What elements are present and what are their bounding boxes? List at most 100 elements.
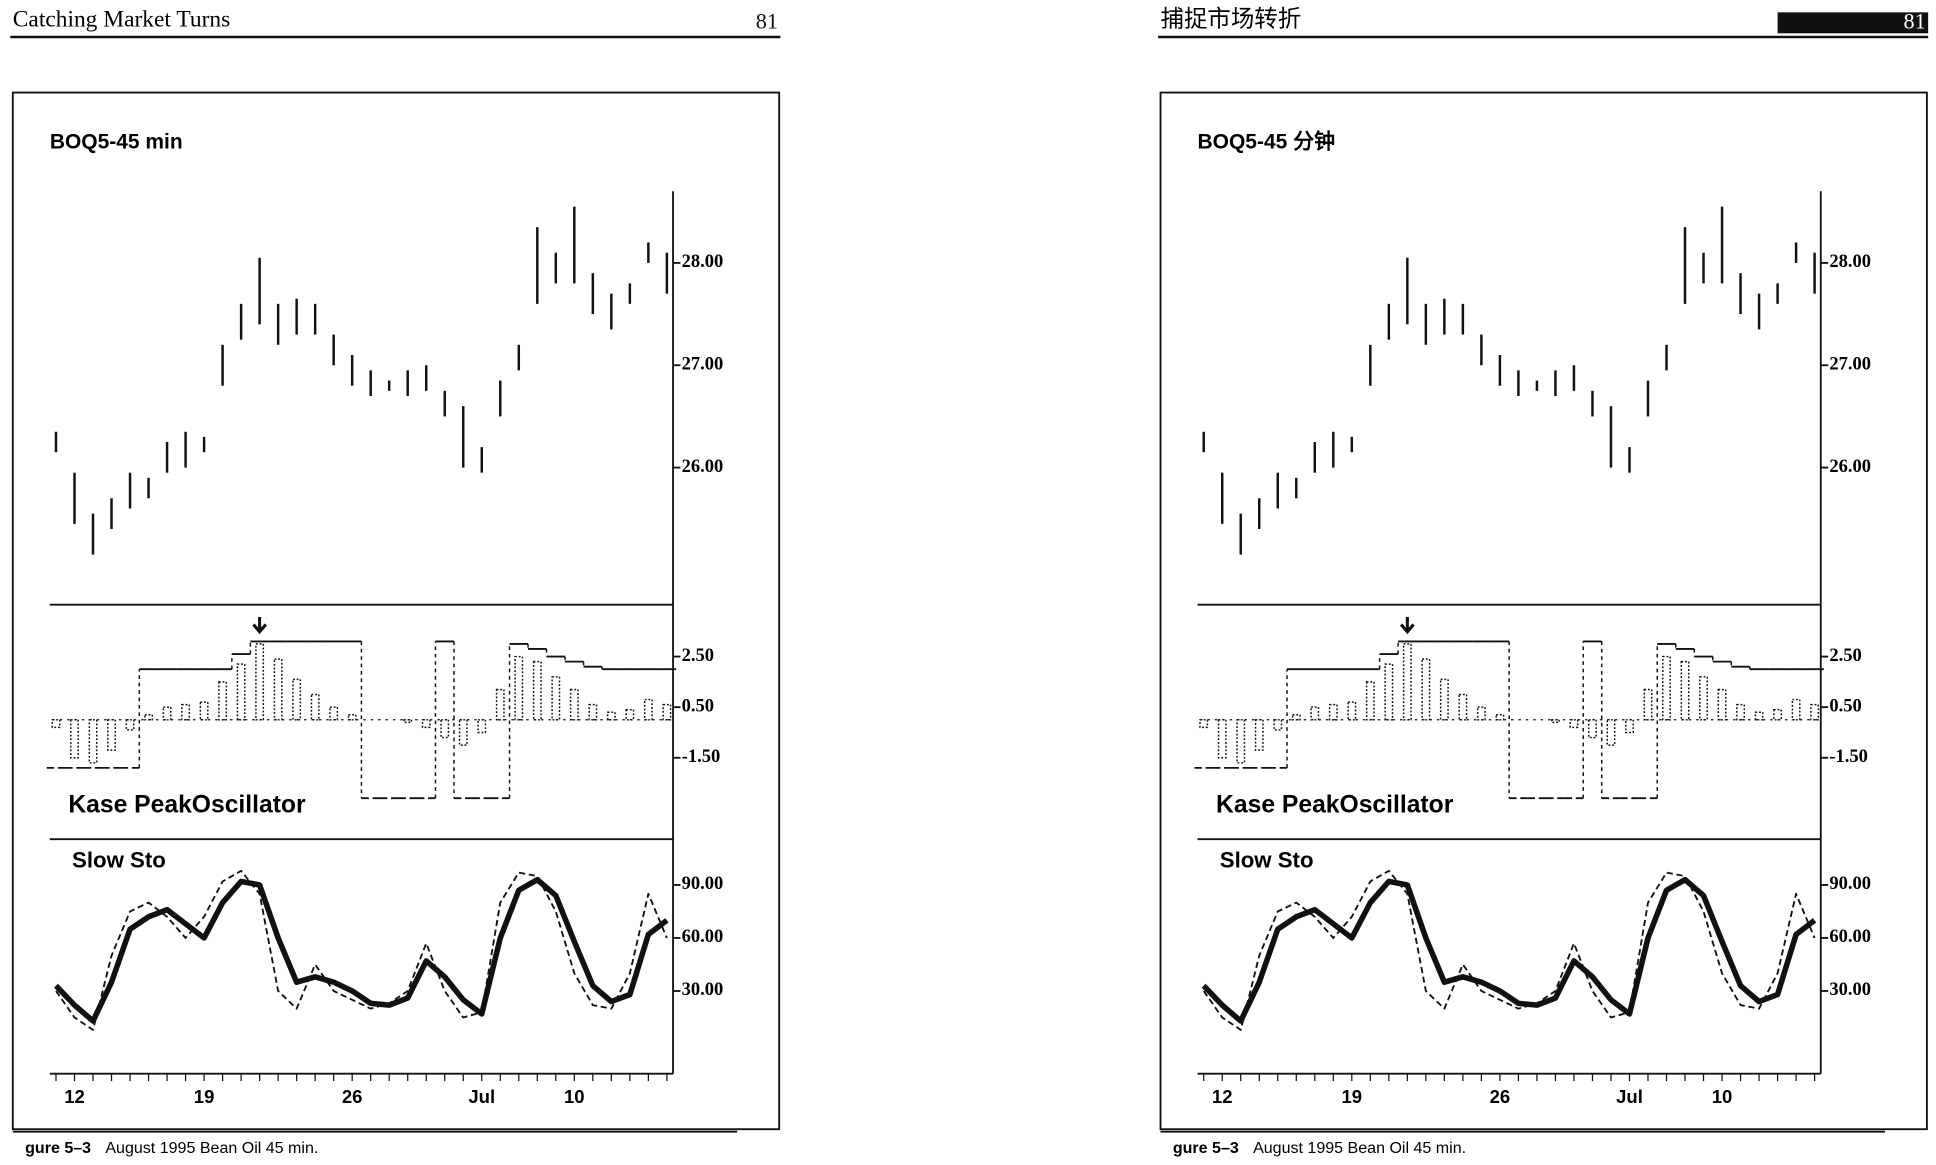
oscillator-bar — [310, 693, 320, 721]
oscillator-bar — [1384, 663, 1394, 721]
x-tick-label: 26 — [342, 1086, 363, 1107]
x-tick-label: 12 — [1212, 1086, 1233, 1107]
oscillator-bar — [162, 706, 172, 721]
x-tick-label: 10 — [1712, 1086, 1733, 1107]
y-tick-label: 2.50 — [1829, 646, 1861, 666]
y-tick-label: 30.00 — [682, 980, 724, 1000]
x-tick-label: 26 — [1490, 1086, 1511, 1107]
oscillator-bar — [1273, 719, 1283, 731]
oscillator-bar — [1439, 678, 1449, 721]
caption-text: August 1995 Bean Oil 45 min. — [1253, 1139, 1466, 1157]
oscillator-bar — [1236, 719, 1246, 764]
oscillator-bar — [477, 719, 487, 734]
oscillator-bar — [440, 719, 450, 739]
figure-frame — [11, 91, 781, 1131]
y-tick-label: 27.00 — [682, 355, 724, 375]
oscillator-bar — [1625, 719, 1634, 734]
oscillator-bar — [1699, 676, 1708, 721]
oscillator-bar — [1328, 703, 1338, 721]
y-tick-label: 60.00 — [682, 927, 724, 947]
oscillator-bar — [421, 719, 431, 729]
running-head: 捕捉市场转折 — [1161, 5, 1302, 32]
oscillator-bar — [1606, 719, 1616, 746]
y-tick-label: -1.50 — [682, 747, 721, 767]
oscillator-bar — [1717, 688, 1727, 721]
oscillator-bar — [292, 678, 302, 721]
oscillator-bar — [625, 708, 635, 721]
x-tick-label: 12 — [64, 1086, 85, 1107]
stochastic-line — [53, 876, 669, 1024]
stochastic-line — [55, 869, 668, 1031]
oscillator-bar — [88, 719, 98, 764]
oscillator-bar — [643, 698, 653, 721]
running-head: Catching Market Turns — [13, 6, 230, 32]
oscillator-bar — [1254, 719, 1264, 751]
x-tick-label: Jul — [1616, 1086, 1643, 1107]
oscillator-bar — [107, 719, 116, 751]
oscillator-bar — [347, 714, 357, 721]
oscillator-bar — [329, 706, 339, 721]
x-tick-label: 19 — [194, 1086, 215, 1107]
caption-label: gure 5–3 — [25, 1139, 91, 1157]
oscillator-bar — [1588, 719, 1597, 739]
oscillator-bar — [1643, 688, 1653, 721]
page: 捕捉市场转折 81 BOQ5-45 分钟 28.00 27.00 26.00 2.50 0.5… — [1158, 5, 1929, 1157]
oscillator-bar — [1199, 719, 1209, 729]
oscillator-bar — [1810, 703, 1820, 721]
y-tick-label: 28.00 — [682, 252, 724, 272]
oscillator-bar — [606, 711, 616, 721]
y-tick-label: 2.50 — [682, 646, 714, 666]
oscillator-bar — [551, 676, 561, 721]
figure-frame — [1159, 91, 1928, 1131]
y-tick-label: 0.50 — [1829, 696, 1861, 716]
oscillator-title: Kase PeakOscillator — [68, 791, 306, 818]
y-tick-label: 26.00 — [682, 457, 724, 477]
oscillator-bar — [588, 703, 598, 721]
stochastic-line — [1202, 869, 1816, 1031]
oscillator-bar — [662, 703, 672, 721]
peak-arrow — [1399, 617, 1415, 635]
stochastic-title: Slow Sto — [72, 847, 166, 872]
oscillator-bar — [273, 658, 283, 721]
y-tick-label: 0.50 — [682, 696, 714, 716]
oscillator-bar — [1402, 643, 1412, 721]
oscillator-bar — [1458, 693, 1468, 721]
x-tick-label: 10 — [564, 1086, 585, 1107]
y-tick-label: 60.00 — [1829, 927, 1871, 947]
x-tick-label: Jul — [468, 1086, 495, 1107]
oscillator-bar — [1291, 714, 1301, 721]
oscillator-bar — [1754, 711, 1764, 721]
oscillator-bar — [458, 719, 468, 746]
oscillator-bar — [1736, 703, 1745, 721]
page-number-box — [1777, 12, 1929, 34]
oscillator-title: Kase PeakOscillator — [1216, 791, 1454, 818]
caption-label: gure 5–3 — [1173, 1139, 1239, 1157]
y-tick-label: 90.00 — [1829, 874, 1871, 894]
oscillator-bar — [495, 688, 505, 721]
y-tick-label: -1.50 — [1829, 747, 1868, 767]
oscillator-bar — [1421, 658, 1431, 721]
oscillator-bar — [51, 719, 61, 729]
oscillator-bar — [1476, 706, 1486, 721]
oscillator-bar — [1791, 698, 1801, 721]
caption-text: August 1995 Bean Oil 45 min. — [105, 1139, 318, 1157]
chart-title: BOQ5-45 分钟 — [1198, 131, 1336, 154]
y-tick-label: 90.00 — [682, 874, 724, 894]
y-tick-label: 26.00 — [1829, 457, 1871, 477]
oscillator-bar — [255, 643, 265, 721]
x-tick-label: 19 — [1342, 1086, 1363, 1107]
oscillator-bar — [1495, 714, 1505, 721]
oscillator-bar — [125, 719, 135, 731]
oscillator-bar — [1347, 701, 1357, 721]
oscillator-bar — [569, 688, 579, 721]
oscillator-bar — [532, 660, 542, 721]
y-tick-label: 30.00 — [1829, 980, 1871, 1000]
oscillator-bar — [218, 681, 228, 721]
oscillator-bar — [181, 703, 191, 721]
oscillator-bar — [236, 663, 246, 721]
peak-arrow — [252, 617, 267, 635]
page-number: 81 — [1903, 9, 1925, 34]
